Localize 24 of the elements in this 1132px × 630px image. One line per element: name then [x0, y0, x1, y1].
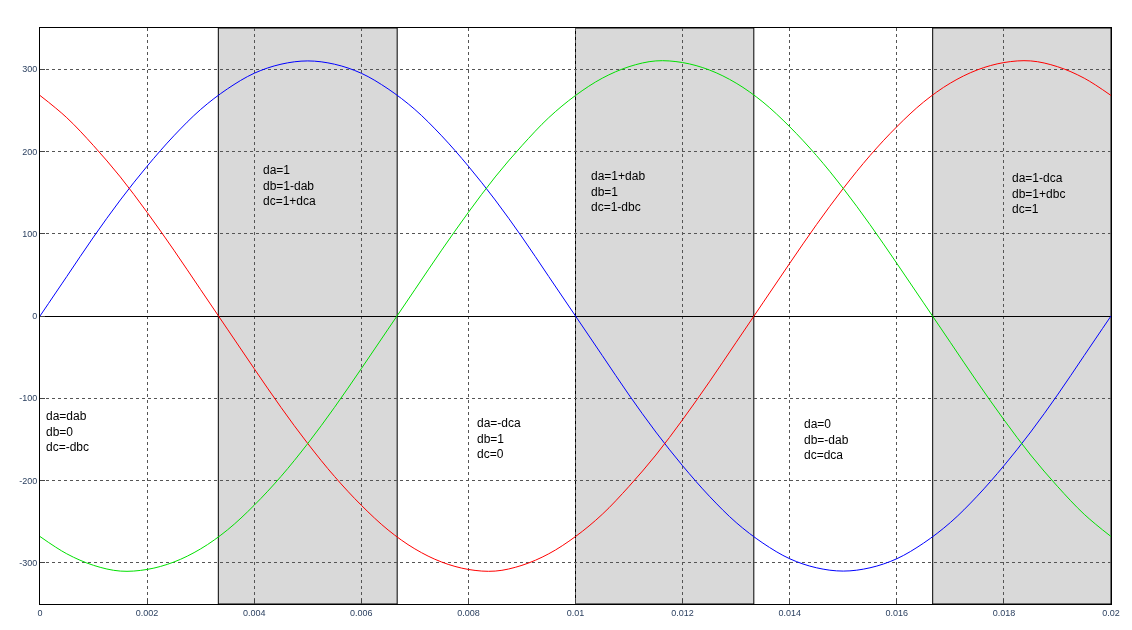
- y-tick-label: 200: [22, 146, 38, 157]
- y-tick-label: -300: [19, 558, 38, 569]
- y-tick-label: 300: [22, 64, 38, 75]
- annotation: da=1-dca db=1+dbc dc=1: [1012, 171, 1066, 217]
- x-tick-label: 0.014: [778, 607, 801, 618]
- annotation: da=1 db=1-dab dc=1+dca: [263, 163, 317, 209]
- line-series: [40, 60, 1111, 572]
- y-tick-label: 100: [22, 228, 38, 239]
- x-tick-label: 0.004: [242, 607, 266, 618]
- annotation: da=1+dab db=1 dc=1-dbc: [591, 169, 646, 215]
- x-tick-label: 0.008: [457, 607, 480, 618]
- x-tick-label: 0.02: [1102, 607, 1120, 618]
- y-tick-label: 0: [32, 311, 38, 322]
- y-tick-label: -200: [19, 475, 38, 486]
- annotation: da=-dca db=1 dc=0: [477, 416, 522, 462]
- x-tick-label: 0.002: [135, 607, 159, 618]
- x-tick-label: 0.012: [671, 607, 694, 618]
- x-tick-label: 0.016: [885, 607, 909, 618]
- x-tick-label: 0.006: [350, 607, 373, 618]
- x-tick-label: 0.018: [992, 607, 1016, 618]
- x-tick-label: 0.01: [566, 607, 585, 618]
- annotation: da=dab db=0 dc=-dbc: [46, 409, 90, 455]
- y-tick-label: -100: [19, 393, 38, 404]
- annotation: da=0 db=-dab dc=dca: [804, 417, 849, 463]
